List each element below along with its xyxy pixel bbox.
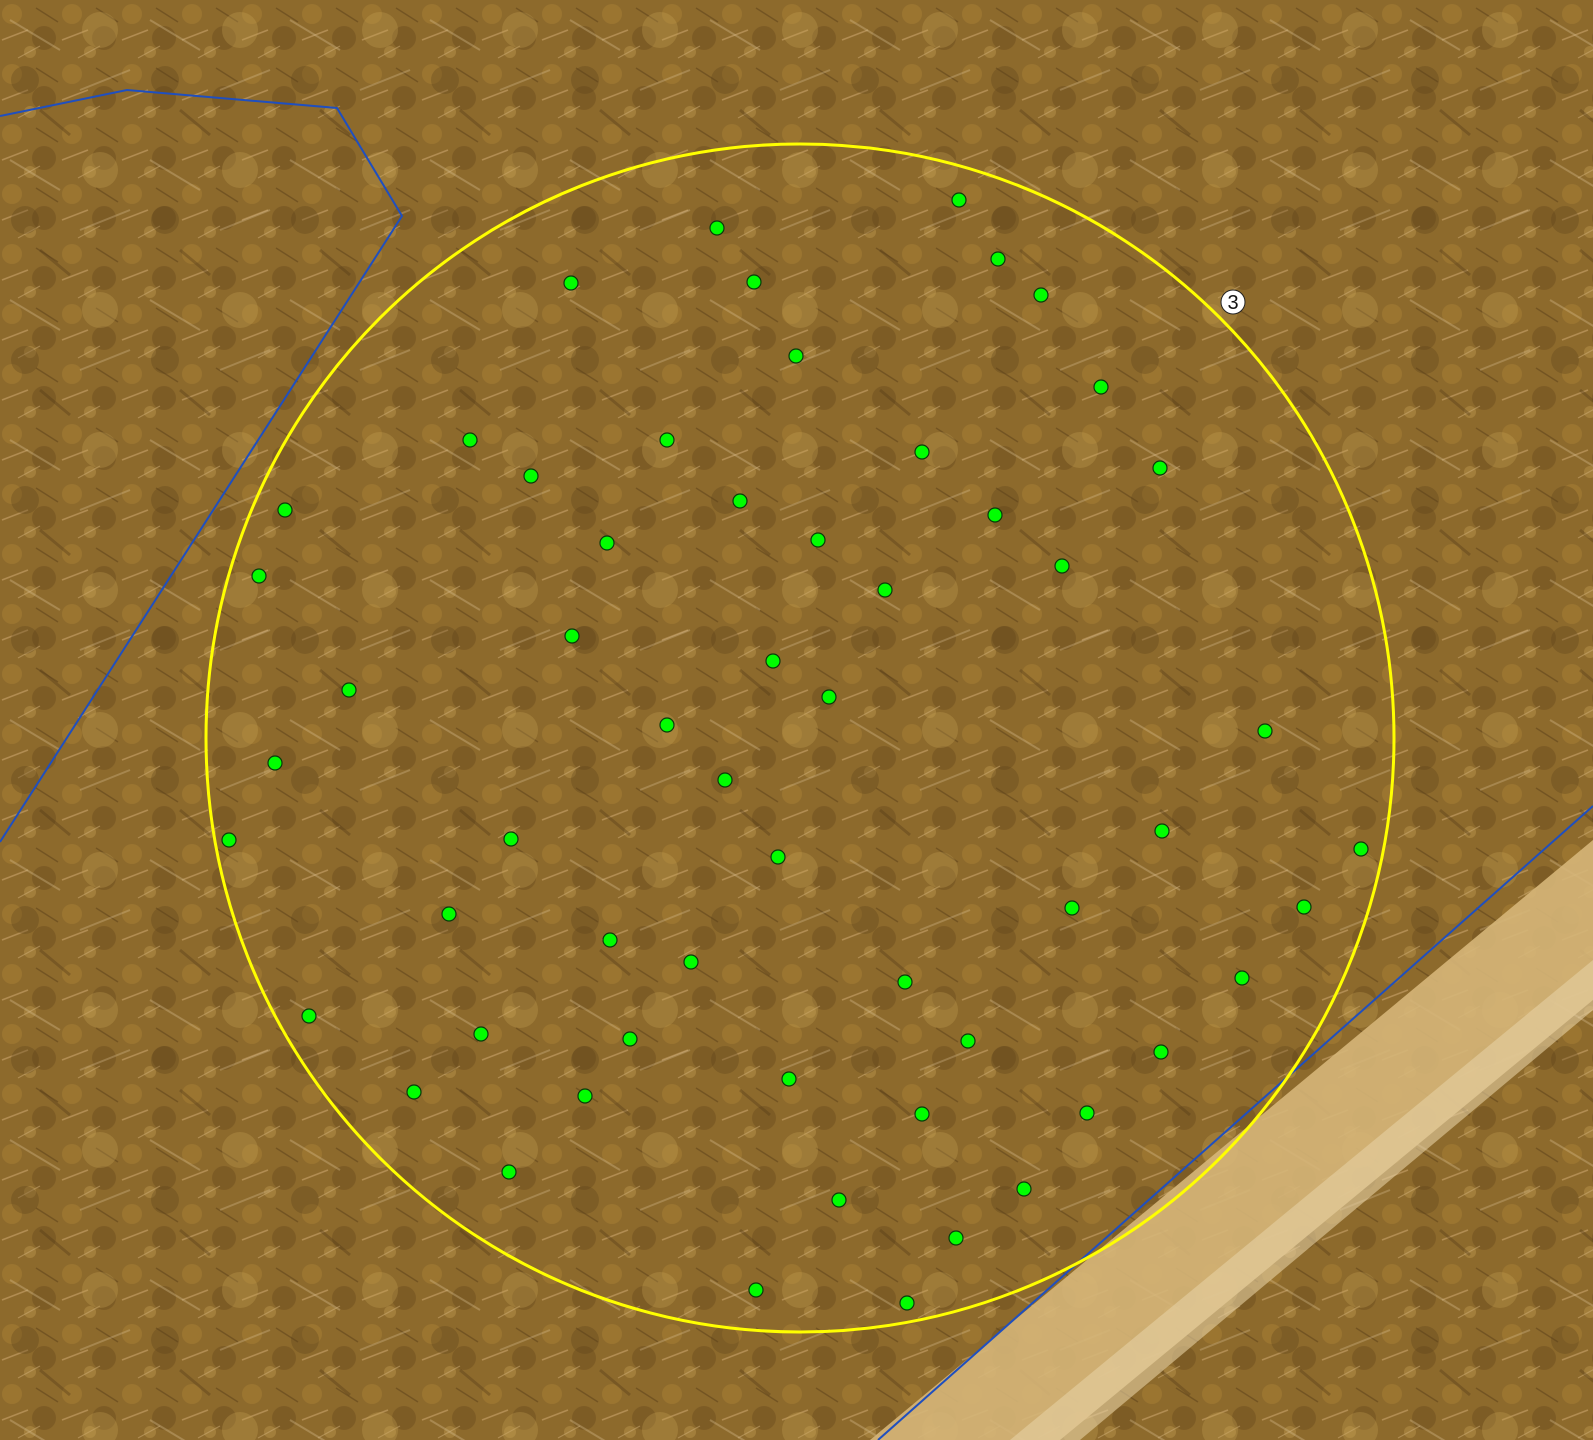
seedling-point[interactable] xyxy=(781,1071,797,1087)
seedling-point[interactable] xyxy=(770,849,786,865)
seedling-point[interactable] xyxy=(251,568,267,584)
seedling-point[interactable] xyxy=(1154,823,1170,839)
seedling-point[interactable] xyxy=(577,1088,593,1104)
seedling-point[interactable] xyxy=(564,628,580,644)
seedling-point[interactable] xyxy=(717,772,733,788)
seedling-point[interactable] xyxy=(1093,379,1109,395)
seedling-point[interactable] xyxy=(1153,1044,1169,1060)
seedling-point[interactable] xyxy=(1054,558,1070,574)
seedling-point[interactable] xyxy=(1152,460,1168,476)
plot-label-badge xyxy=(1220,289,1246,315)
seedling-point[interactable] xyxy=(501,1164,517,1180)
seedling-point[interactable] xyxy=(1064,900,1080,916)
plot-number-label[interactable]: 3 xyxy=(1220,289,1246,315)
seedling-point[interactable] xyxy=(810,532,826,548)
seedling-point[interactable] xyxy=(683,954,699,970)
seedling-point[interactable] xyxy=(622,1031,638,1047)
seedling-point[interactable] xyxy=(1296,899,1312,915)
seedling-point[interactable] xyxy=(1079,1105,1095,1121)
seedling-point[interactable] xyxy=(914,444,930,460)
seedling-point[interactable] xyxy=(1353,841,1369,857)
plot-label-text: 3 xyxy=(1227,292,1238,314)
seedling-point[interactable] xyxy=(732,493,748,509)
road-surface xyxy=(870,840,1593,1440)
seedling-point[interactable] xyxy=(523,468,539,484)
stand-boundary-line[interactable] xyxy=(0,88,404,843)
seedling-point[interactable] xyxy=(341,682,357,698)
seedling-point[interactable] xyxy=(602,932,618,948)
seedling-point[interactable] xyxy=(709,220,725,236)
seedling-point[interactable] xyxy=(765,653,781,669)
seedling-point[interactable] xyxy=(987,507,1003,523)
seedling-point[interactable] xyxy=(301,1008,317,1024)
seedling-point[interactable] xyxy=(1257,723,1273,739)
seedling-point[interactable] xyxy=(659,717,675,733)
seedling-points xyxy=(221,192,1369,1311)
seedling-point[interactable] xyxy=(1234,970,1250,986)
seedling-point[interactable] xyxy=(948,1230,964,1246)
seedling-point[interactable] xyxy=(960,1033,976,1049)
seedling-point[interactable] xyxy=(599,535,615,551)
road-edge xyxy=(1010,960,1593,1440)
stand-boundary-line[interactable] xyxy=(877,805,1593,1440)
seedling-point[interactable] xyxy=(503,831,519,847)
seedling-point[interactable] xyxy=(1033,287,1049,303)
seedling-point[interactable] xyxy=(746,274,762,290)
seedling-point[interactable] xyxy=(877,582,893,598)
seedling-point[interactable] xyxy=(788,348,804,364)
seedling-point[interactable] xyxy=(441,906,457,922)
seedling-point[interactable] xyxy=(462,432,478,448)
seedling-point[interactable] xyxy=(899,1295,915,1311)
seedling-point[interactable] xyxy=(221,832,237,848)
seedling-point[interactable] xyxy=(748,1282,764,1298)
seedling-point[interactable] xyxy=(406,1084,422,1100)
seedling-point[interactable] xyxy=(473,1026,489,1042)
seedling-point[interactable] xyxy=(821,689,837,705)
seedling-point[interactable] xyxy=(990,251,1006,267)
seedling-point[interactable] xyxy=(897,974,913,990)
seedling-point[interactable] xyxy=(914,1106,930,1122)
seedling-point[interactable] xyxy=(951,192,967,208)
seedling-point[interactable] xyxy=(267,755,283,771)
seedling-point[interactable] xyxy=(277,502,293,518)
seedling-point[interactable] xyxy=(831,1192,847,1208)
seedling-point[interactable] xyxy=(659,432,675,448)
seedling-point[interactable] xyxy=(1016,1181,1032,1197)
sample-plot-circle[interactable] xyxy=(204,142,1396,1334)
seedling-point[interactable] xyxy=(563,275,579,291)
